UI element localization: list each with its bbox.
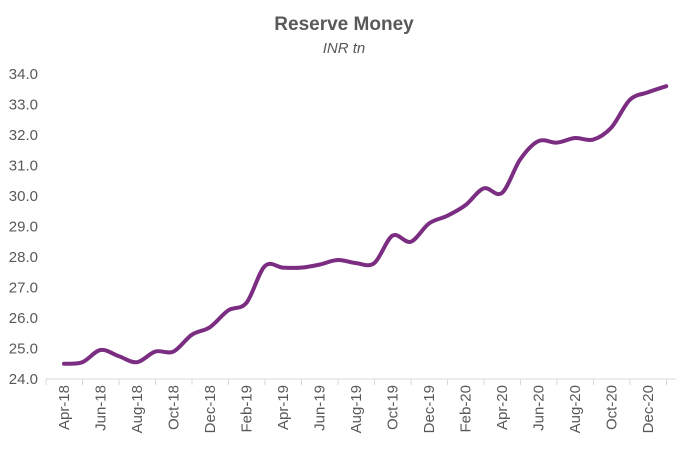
y-tick-label: 27.0 [9,280,38,297]
y-tick-label: 29.0 [9,219,38,236]
x-tick-label: Dec-20 [640,385,657,433]
x-tick-label: Apr-19 [275,385,292,430]
reserve-money-line [62,84,669,366]
y-tick-label: 33.0 [9,97,38,114]
x-tick-label: Apr-18 [56,385,73,430]
y-tick-label: 34.0 [9,66,38,83]
x-tick-label: Oct-19 [385,385,402,430]
x-tick-label: Apr-20 [494,385,511,430]
x-tick-label: Oct-18 [166,385,183,430]
chart-title: Reserve Money [274,14,414,35]
x-tick-label: Jun-19 [312,385,329,431]
x-tick-label: Feb-19 [239,385,256,433]
x-tick-label: Aug-18 [129,385,146,433]
x-tick-label: Dec-18 [202,385,219,433]
y-tick-label: 25.0 [9,341,38,358]
y-tick-label: 32.0 [9,127,38,144]
x-tick-label: Dec-19 [421,385,438,433]
y-tick-label: 28.0 [9,249,38,266]
x-tick-label: Jun-20 [531,385,548,431]
y-tick-label: 24.0 [9,371,38,388]
y-tick-label: 30.0 [9,188,38,205]
y-tick-label: 26.0 [9,310,38,327]
x-tick-label: Oct-20 [604,385,621,430]
x-tick-label: Aug-19 [348,385,365,433]
chart-subtitle: INR tn [323,40,366,57]
y-tick-label: 31.0 [9,158,38,175]
x-tick-label: Aug-20 [567,385,584,433]
x-tick-label: Feb-20 [458,385,475,433]
x-tick-label: Jun-18 [93,385,110,431]
